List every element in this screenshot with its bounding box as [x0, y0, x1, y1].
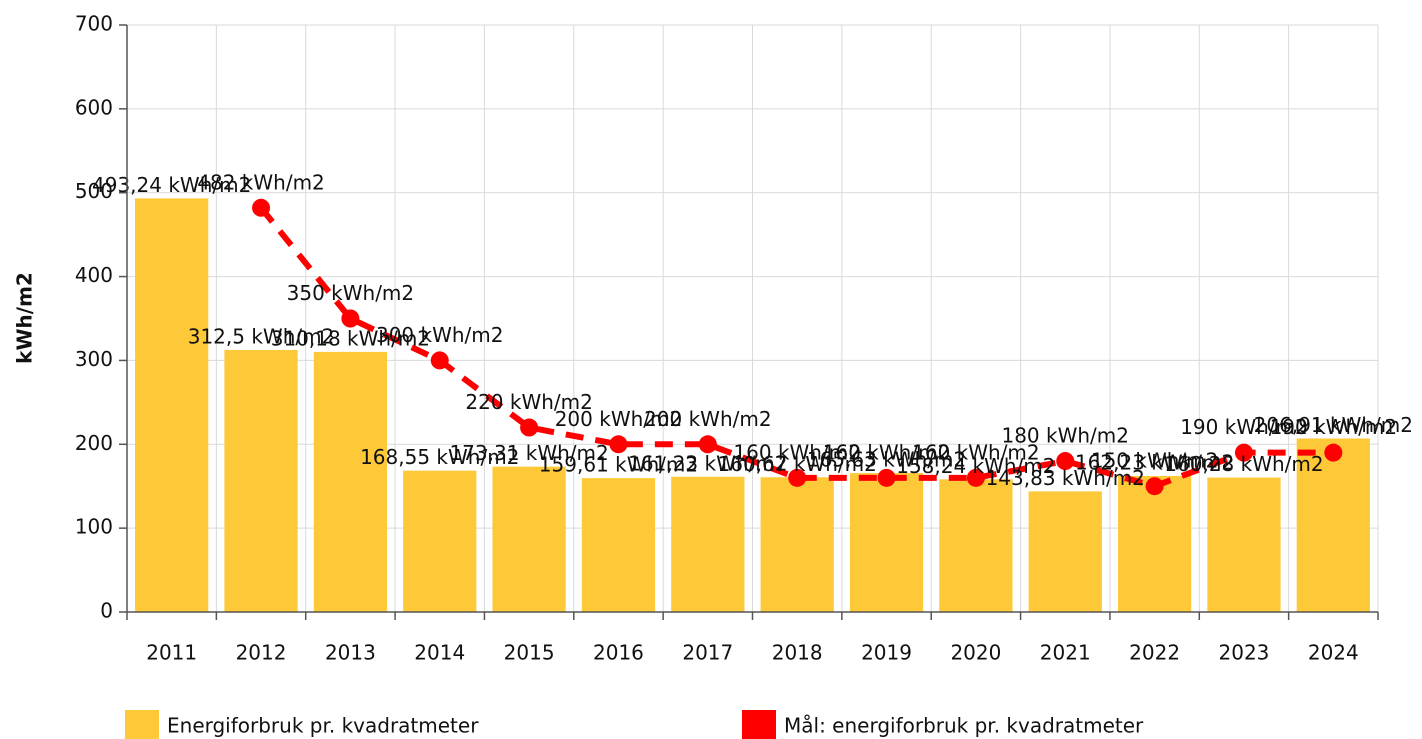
target-point	[966, 468, 985, 487]
target-point	[341, 309, 360, 328]
line-value-label: 220 kWh/m2	[465, 390, 593, 414]
line-value-label: 190 kWh/m2	[1270, 415, 1398, 439]
x-tick-label: 2013	[325, 641, 376, 665]
bar-value-label: 161,23 kWh/m2	[628, 451, 787, 475]
x-tick-label: 2020	[950, 641, 1001, 665]
bar	[671, 476, 745, 612]
bar	[403, 470, 477, 612]
bar	[492, 466, 566, 612]
legend-label: Energiforbruk pr. kvadratmeter	[167, 714, 479, 738]
legend-label: Mål: energiforbruk pr. kvadratmeter	[784, 714, 1144, 738]
x-tick-label: 2012	[236, 641, 287, 665]
x-tick-label: 2016	[593, 641, 644, 665]
bar	[1207, 477, 1281, 612]
bar	[939, 479, 1013, 612]
x-tick-label: 2024	[1308, 641, 1359, 665]
bar-value-label: 162,23 kWh/m2	[1075, 450, 1234, 474]
line-value-label: 200 kWh/m2	[555, 407, 683, 431]
y-tick-label: 300	[75, 347, 113, 371]
y-tick-label: 500	[75, 179, 113, 203]
bar	[1296, 438, 1370, 612]
target-point	[430, 351, 449, 370]
bar-value-label: 168,55 kWh/m2	[360, 445, 519, 469]
bar-value-label: 160,67 kWh/m2	[718, 452, 877, 476]
bar-value-label: 158,24 kWh/m2	[896, 454, 1055, 478]
target-point	[788, 468, 807, 487]
line-value-label: 150 kWh/m2	[1091, 449, 1219, 473]
x-tick-label: 2014	[414, 641, 465, 665]
x-tick-label: 2018	[772, 641, 823, 665]
lines	[252, 198, 1343, 496]
y-tick-label: 400	[75, 263, 113, 287]
line-value-label: 160 kWh/m2	[733, 440, 861, 464]
target-point	[698, 435, 717, 454]
legend-swatch	[742, 710, 776, 739]
bar	[1028, 491, 1102, 612]
y-axis-label: kWh/m2	[13, 272, 37, 364]
y-tick-label: 200	[75, 431, 113, 455]
bar	[224, 349, 298, 612]
legend-swatch	[125, 710, 159, 739]
line-value-label: 160 kWh/m2	[823, 440, 951, 464]
target-point	[252, 198, 271, 217]
bar	[313, 351, 388, 612]
y-tick-label: 0	[100, 599, 113, 623]
x-tick-label: 2015	[504, 641, 555, 665]
x-tick-label: 2022	[1129, 641, 1180, 665]
x-tick-label: 2019	[861, 641, 912, 665]
line-value-label: 160 kWh/m2	[912, 440, 1040, 464]
x-tick-label: 2017	[682, 641, 733, 665]
bar-value-label: 310,18 kWh/m2	[271, 326, 430, 350]
target-point	[877, 468, 896, 487]
target-point	[609, 435, 628, 454]
bar-value-label: 160,28 kWh/m2	[1164, 452, 1323, 476]
line-value-label: 482 kWh/m2	[197, 170, 325, 194]
line-value-label: 190 kWh/m2	[1180, 415, 1308, 439]
target-point	[1056, 452, 1075, 471]
bar-value-label: 493,24 kWh/m2	[92, 173, 251, 197]
bar-value-label: 173,31 kWh/m2	[449, 441, 608, 465]
target-point	[1324, 443, 1343, 462]
bar	[135, 198, 209, 612]
line-value-label: 300 kWh/m2	[376, 323, 504, 347]
y-tick-label: 600	[75, 95, 113, 119]
bars	[135, 198, 1370, 612]
bar-value-label: 143,83 kWh/m2	[986, 466, 1145, 490]
target-point	[1145, 477, 1164, 496]
line-value-label: 350 kWh/m2	[287, 281, 415, 305]
bar-value-label: 206,91 kWh/m2	[1254, 413, 1413, 437]
bar	[760, 477, 834, 612]
bar-value-label: 159,61 kWh/m2	[539, 453, 698, 477]
bar	[581, 478, 656, 612]
x-tick-label: 2011	[146, 641, 197, 665]
bar-value-label: 165,63 kWh/m2	[807, 448, 966, 472]
y-tick-label: 700	[75, 12, 113, 36]
bar	[849, 473, 924, 612]
line-value-label: 200 kWh/m2	[644, 407, 772, 431]
y-tick-label: 100	[75, 515, 113, 539]
line-value-label: 180 kWh/m2	[1001, 424, 1129, 448]
target-point	[520, 418, 539, 437]
target-point	[1234, 443, 1253, 462]
bar	[1117, 475, 1192, 612]
bar-value-label: 312,5 kWh/m2	[188, 324, 335, 348]
x-tick-label: 2023	[1219, 641, 1270, 665]
x-tick-label: 2021	[1040, 641, 1091, 665]
